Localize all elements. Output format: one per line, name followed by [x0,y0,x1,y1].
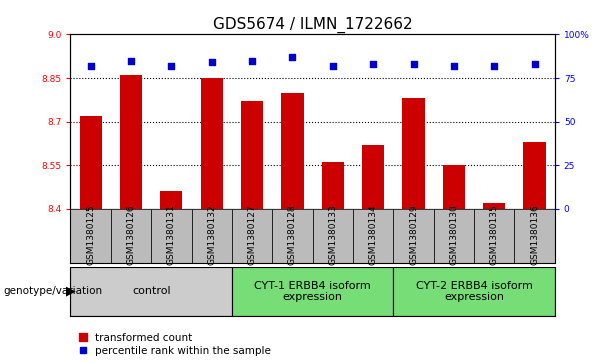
Text: GSM1380135: GSM1380135 [490,204,499,265]
Text: GSM1380128: GSM1380128 [288,204,297,265]
Text: GSM1380127: GSM1380127 [248,204,257,265]
Text: GSM1380132: GSM1380132 [207,204,216,265]
Bar [80,116,102,209]
Text: ▶: ▶ [66,285,75,298]
Text: GSM1380129: GSM1380129 [409,204,418,265]
Bar [474,209,514,263]
Bar [394,209,434,263]
Title: GDS5674 / ILMN_1722662: GDS5674 / ILMN_1722662 [213,17,413,33]
Text: genotype/variation: genotype/variation [3,286,102,296]
Point [287,54,297,60]
Point [368,61,378,67]
Point [489,63,499,69]
Bar [524,142,546,209]
Bar [443,165,465,209]
Text: control: control [132,286,170,296]
Text: GSM1380131: GSM1380131 [167,204,176,265]
Bar [313,209,353,263]
Point [167,63,177,69]
Text: GSM1380134: GSM1380134 [368,204,378,265]
Bar [394,267,555,316]
Point [86,63,96,69]
Point [247,58,257,64]
Text: GSM1380126: GSM1380126 [126,204,135,265]
Bar [514,209,555,263]
Point [449,63,459,69]
Text: CYT-1 ERBB4 isoform
expression: CYT-1 ERBB4 isoform expression [254,281,371,302]
Bar [70,209,111,263]
Bar [281,93,303,209]
Bar [111,209,151,263]
Bar [191,209,232,263]
Bar [353,209,394,263]
Bar [241,101,263,209]
Bar [160,191,183,209]
Text: GSM1380125: GSM1380125 [86,204,95,265]
Text: GSM1380133: GSM1380133 [329,204,337,265]
Point [530,61,539,67]
Bar [232,267,394,316]
Bar [151,209,191,263]
Text: CYT-2 ERBB4 isoform
expression: CYT-2 ERBB4 isoform expression [416,281,533,302]
Point [328,63,338,69]
Bar [322,162,344,209]
Point [207,60,216,65]
Point [126,58,136,64]
Bar [70,267,232,316]
Text: GSM1380130: GSM1380130 [449,204,459,265]
Bar [362,145,384,209]
Text: GSM1380136: GSM1380136 [530,204,539,265]
Bar [200,78,223,209]
Bar [402,98,425,209]
Bar [232,209,272,263]
Bar [272,209,313,263]
Point [409,61,419,67]
Bar [120,75,142,209]
Bar [483,203,505,209]
Bar [433,209,474,263]
Legend: transformed count, percentile rank within the sample: transformed count, percentile rank withi… [78,333,272,356]
